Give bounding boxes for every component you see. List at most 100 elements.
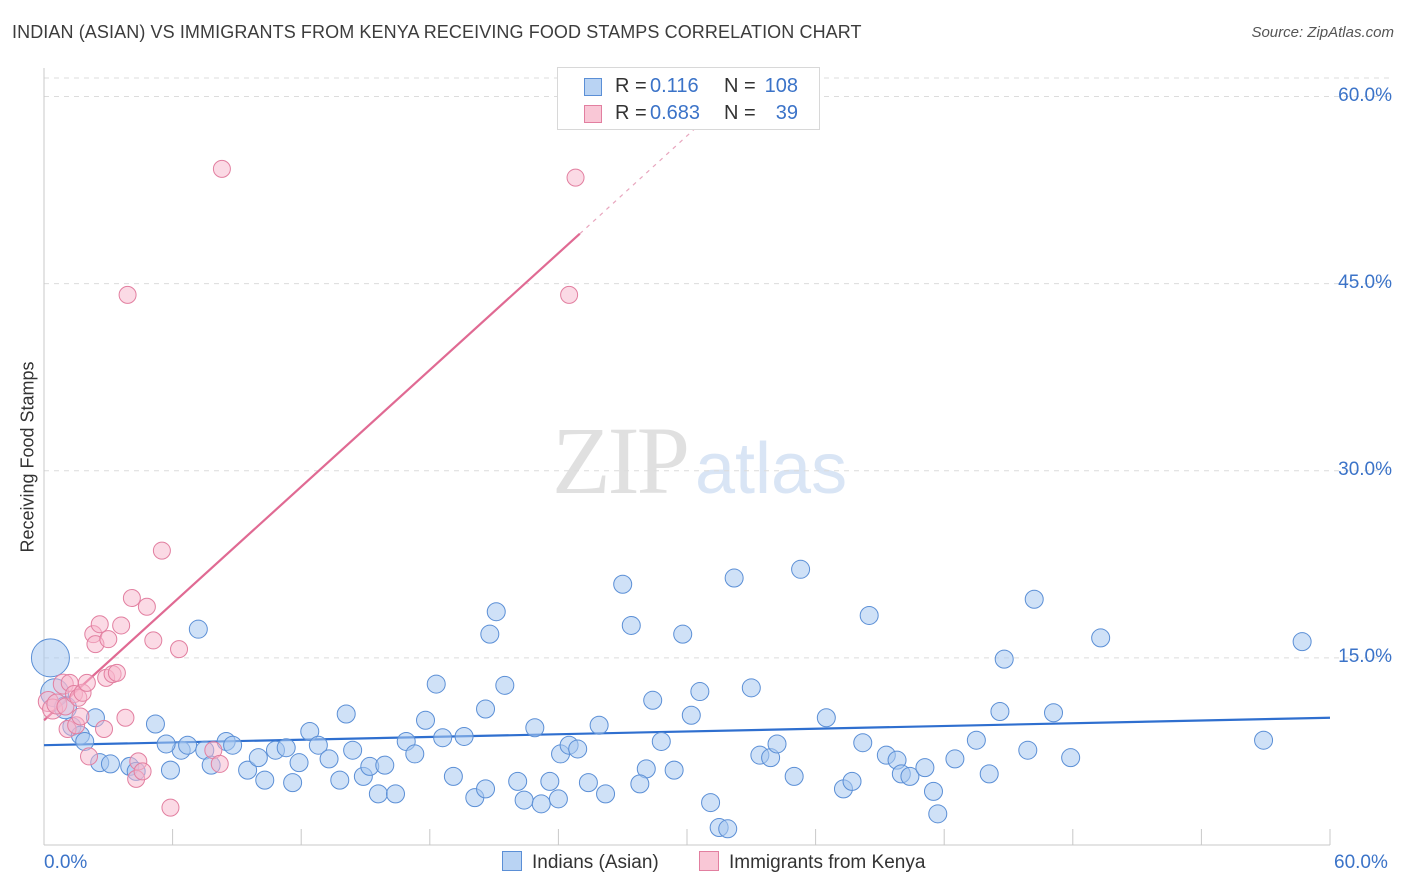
point-kenya: [212, 159, 231, 178]
point-indians: [673, 624, 693, 644]
point-kenya: [566, 168, 585, 187]
point-indians: [990, 702, 1010, 722]
point-indians: [701, 793, 721, 813]
point-indians: [525, 718, 545, 738]
y-tick-label-60: 60.0%: [1338, 84, 1392, 106]
point-kenya: [137, 597, 156, 616]
point-indians: [223, 735, 243, 755]
series-swatch-pink: [699, 851, 719, 871]
point-indians: [308, 735, 328, 755]
point-indians: [276, 738, 296, 758]
point-kenya: [56, 697, 75, 716]
point-indians: [289, 753, 309, 773]
point-indians: [300, 721, 320, 741]
point-indians: [486, 602, 506, 622]
point-indians: [994, 649, 1014, 669]
point-indians: [531, 794, 551, 814]
legend-n-value: 39: [775, 102, 798, 124]
point-indians: [343, 740, 363, 760]
point-indians: [156, 734, 176, 754]
legend-swatch-blue: [584, 78, 602, 96]
point-indians: [30, 638, 70, 678]
point-indians: [915, 758, 935, 778]
x-tick-label-min: 0.0%: [44, 852, 88, 873]
point-indians: [433, 728, 453, 748]
grid-lines: [44, 77, 1392, 659]
series-name-indians: Indians (Asian): [532, 852, 659, 873]
point-indians: [1044, 703, 1064, 723]
point-indians: [767, 734, 787, 754]
legend-r-label: R =: [615, 75, 647, 97]
point-kenya: [99, 630, 118, 649]
point-indians: [336, 704, 356, 724]
point-indians: [578, 773, 598, 793]
point-indians: [900, 766, 920, 786]
point-indians: [596, 784, 616, 804]
point-kenya: [210, 754, 229, 773]
point-indians: [568, 739, 588, 759]
point-indians: [784, 766, 804, 786]
legend-r-value: 0.116: [650, 75, 699, 97]
point-indians: [188, 619, 208, 639]
point-indians: [540, 771, 560, 791]
legend-row-indians: R = 0.116 N = 108: [558, 75, 819, 101]
point-indians: [330, 770, 350, 790]
point-indians: [283, 773, 303, 793]
point-indians: [426, 674, 446, 694]
point-indians: [724, 568, 744, 588]
point-indians: [495, 675, 515, 695]
point-indians: [238, 760, 258, 780]
legend-row-kenya: R = 0.683 N = 39: [558, 102, 819, 128]
point-kenya: [560, 285, 579, 304]
legend-r-label: R =: [615, 102, 647, 124]
trend-lines: [43, 106, 1331, 747]
point-indians: [842, 771, 862, 791]
point-indians: [923, 781, 943, 801]
point-indians: [613, 574, 633, 594]
y-axis-label: Receiving Food Stamps: [17, 361, 38, 553]
series-name-kenya: Immigrants from Kenya: [729, 852, 926, 873]
legend-n-label: N =: [724, 75, 756, 97]
point-indians: [1254, 730, 1274, 750]
point-indians: [589, 715, 609, 735]
y-tick-label-15: 15.0%: [1338, 645, 1392, 667]
source-credit: Source: ZipAtlas.com: [1251, 24, 1394, 41]
point-indians: [979, 764, 999, 784]
trend-line-indians: [43, 716, 1331, 747]
point-kenya: [152, 541, 171, 560]
point-indians: [853, 733, 873, 753]
point-indians: [859, 605, 879, 625]
trend-line-kenya: [43, 232, 581, 722]
point-indians: [1091, 628, 1111, 648]
series-legend-indians: Indians (Asian): [502, 851, 659, 874]
point-indians: [945, 749, 965, 769]
point-indians: [255, 770, 275, 790]
watermark: ZIP atlas: [552, 405, 847, 516]
point-indians: [145, 714, 165, 734]
y-tick-label-45: 45.0%: [1338, 271, 1392, 293]
axes: [43, 68, 1331, 846]
point-indians: [1018, 740, 1038, 760]
point-indians: [664, 760, 684, 780]
point-indians: [416, 710, 436, 730]
point-indians: [928, 804, 948, 824]
point-kenya: [107, 663, 126, 682]
series-swatch-blue: [502, 851, 522, 871]
point-kenya: [116, 708, 135, 727]
point-kenya: [112, 616, 131, 635]
point-kenya: [170, 640, 189, 659]
point-kenya: [71, 707, 90, 726]
point-indians: [405, 744, 425, 764]
point-indians: [630, 774, 650, 794]
point-indians: [718, 819, 738, 839]
point-kenya: [133, 762, 152, 781]
point-kenya: [118, 285, 137, 304]
watermark-atlas: atlas: [695, 429, 848, 509]
point-indians: [1292, 632, 1312, 652]
point-indians: [508, 771, 528, 791]
point-indians: [368, 784, 388, 804]
point-indians: [386, 784, 406, 804]
point-indians: [966, 730, 986, 750]
point-indians: [476, 779, 496, 799]
